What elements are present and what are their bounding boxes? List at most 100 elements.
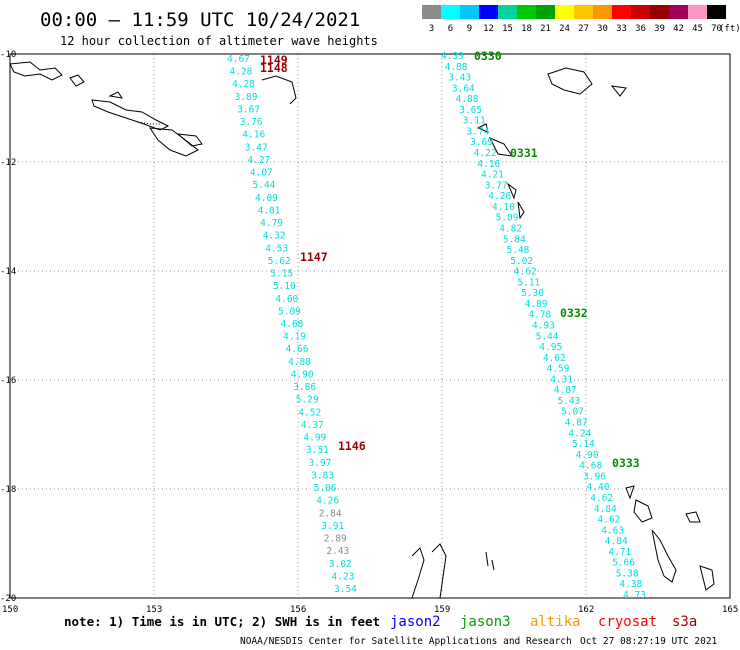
wave-height-value: 4.52: [298, 407, 321, 418]
wave-height-value: 4.95: [539, 342, 562, 353]
wave-height-value: 2.89: [324, 534, 347, 545]
scale-label: 9: [467, 24, 472, 34]
lon-label: 153: [146, 605, 162, 615]
wave-height-value: 4.26: [316, 496, 339, 507]
wave-height-value: 4.59: [547, 364, 570, 375]
lon-label: 165: [722, 605, 738, 615]
wave-height-value: 3.67: [237, 105, 260, 116]
scale-unit-label: (ft): [719, 24, 740, 34]
wave-height-value: 4.23: [332, 571, 355, 582]
wave-height-value: 4.26: [488, 191, 511, 202]
scale-swatch: [688, 5, 707, 19]
scale-label: 70: [711, 24, 722, 34]
wave-height-value: 4.31: [550, 374, 573, 385]
wave-height-value: 4.53: [265, 243, 288, 254]
wave-height-value: 4.84: [605, 536, 628, 547]
legend-jason3: jason3: [460, 614, 511, 630]
wave-height-value: 4.62: [590, 493, 613, 504]
wave-height-value: 4.62: [598, 515, 621, 526]
lon-label: 159: [434, 605, 450, 615]
scale-label: 27: [578, 24, 589, 34]
footer-note: note: 1) Time is in UTC; 2) SWH is in fe…: [64, 614, 380, 629]
wave-height-value: 4.39: [441, 51, 464, 62]
scale-swatch: [498, 5, 517, 19]
wave-height-value: 3.47: [245, 142, 268, 153]
wave-height-value: 4.21: [481, 170, 504, 181]
wave-height-value: 3.86: [293, 382, 316, 393]
wave-height-value: 3.54: [334, 584, 357, 595]
wave-height-value: 4.88: [288, 357, 311, 368]
wave-height-value: 4.63: [601, 525, 624, 536]
wave-height-value: 3.89: [235, 92, 258, 103]
wave-height-value: 4.89: [525, 299, 548, 310]
wave-height-value: 5.09: [278, 306, 301, 317]
track-time-label: 1147: [300, 250, 328, 264]
wave-height-value: 4.68: [579, 461, 602, 472]
wave-height-value: 4.81: [258, 205, 281, 216]
scale-label: 21: [540, 24, 551, 34]
scale-label: 24: [559, 24, 570, 34]
longitude-labels: 150 153 156 159 162 165: [2, 605, 738, 615]
wave-height-value: 4.38: [619, 579, 642, 590]
wave-height-value: 5.66: [612, 558, 635, 569]
wave-height-value: 4.87: [554, 385, 577, 396]
track-time-label: 0330: [474, 49, 502, 63]
wave-height-value: 4.16: [242, 130, 265, 141]
scale-label: 12: [483, 24, 494, 34]
scale-label: 15: [502, 24, 513, 34]
wave-height-value: 5.38: [616, 568, 639, 579]
wave-height-value: 5.11: [517, 277, 540, 288]
wave-height-value: 3.91: [321, 521, 344, 532]
wave-height-value: 3.69: [470, 137, 493, 148]
scale-label: 33: [616, 24, 627, 34]
scale-label: 6: [448, 24, 453, 34]
lat-label: -10: [0, 50, 16, 60]
wave-height-value: 5.30: [521, 288, 544, 299]
scale-swatch: [631, 5, 650, 19]
lat-label: -16: [0, 376, 16, 386]
wave-height-value: 4.60: [275, 294, 298, 305]
wave-height-value: 4.90: [291, 370, 314, 381]
wave-height-value: 3.64: [452, 83, 475, 94]
wave-height-value: 4.82: [499, 224, 522, 235]
track-right-values: 4.394.883.433.644.883.653.113.743.694.22…: [441, 51, 646, 601]
footer-credit: NOAA/NESDIS Center for Satellite Applica…: [240, 636, 572, 647]
wave-height-value: 5.44: [253, 180, 276, 191]
track-time-label: 1149: [260, 53, 288, 67]
track-left-values: 4.67 4.284.28 3.89 3.673.76 4.163.47 4.27 4.07…: [227, 54, 357, 595]
wave-height-value: 4.28: [230, 67, 253, 78]
scale-swatch: [460, 5, 479, 19]
wave-height-value: 5.09: [496, 213, 519, 224]
coastline-reef: [137, 121, 162, 125]
wave-height-value: 4.22: [474, 148, 497, 159]
wave-height-value: 5.29: [296, 395, 319, 406]
wave-height-value: 4.93: [532, 321, 555, 332]
wave-height-value: 4.99: [303, 433, 326, 444]
scale-label: 30: [597, 24, 608, 34]
wave-height-value: 5.43: [558, 396, 581, 407]
wave-height-value: 4.78: [528, 310, 551, 321]
scale-swatch: [612, 5, 631, 19]
map-subtitle: 12 hour collection of altimeter wave hei…: [60, 34, 378, 48]
wave-height-value: 4.37: [301, 420, 324, 431]
scale-swatch: [479, 5, 498, 19]
wave-height-value: 4.62: [543, 353, 566, 364]
wave-height-value: 4.10: [492, 202, 515, 213]
wave-height-value: 3.96: [583, 471, 606, 482]
scale-swatch: [650, 5, 669, 19]
lat-label: -14: [0, 267, 16, 277]
track-time-label: 0332: [560, 306, 588, 320]
wave-height-value: 2.84: [319, 508, 342, 519]
scale-label: 42: [673, 24, 684, 34]
wave-height-value: 5.62: [268, 256, 291, 267]
wave-height-value: 4.84: [594, 504, 617, 515]
legend-cryosat: cryosat: [598, 614, 657, 630]
scale-swatch: [555, 5, 574, 19]
lat-label: -20: [0, 594, 16, 604]
map-frame: [9, 53, 731, 599]
wave-height-value: 2.43: [326, 546, 349, 557]
scale-swatch: [422, 5, 441, 19]
scale-label: 3: [429, 24, 434, 34]
wave-height-value: 5.44: [536, 331, 559, 342]
